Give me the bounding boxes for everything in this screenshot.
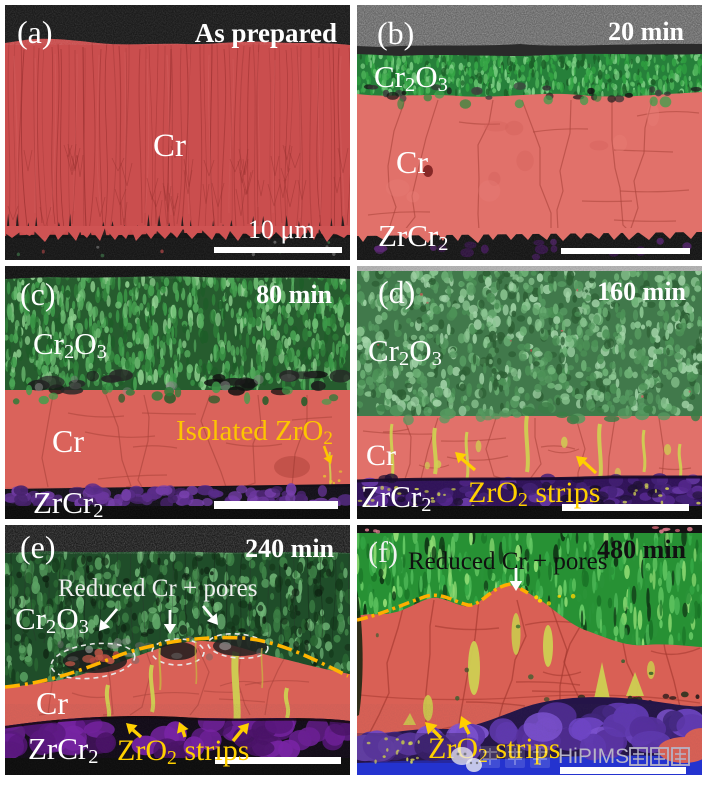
svg-text:ZrO2 strips: ZrO2 strips: [468, 476, 600, 511]
svg-text:ZrCr2: ZrCr2: [33, 485, 103, 522]
svg-text:Isolated ZrO2: Isolated ZrO2: [176, 415, 333, 449]
svg-text:Cr: Cr: [153, 128, 186, 164]
svg-text:Cr: Cr: [396, 144, 428, 180]
svg-text:480 min: 480 min: [597, 535, 686, 564]
svg-text:20 min: 20 min: [608, 17, 684, 46]
svg-text:240 min: 240 min: [245, 534, 334, 563]
svg-text:Cr: Cr: [52, 423, 84, 459]
svg-text:(f): (f): [368, 536, 398, 569]
svg-text:ZrO2 strips: ZrO2 strips: [428, 732, 560, 767]
svg-text:ZrO2 strips: ZrO2 strips: [117, 734, 249, 769]
svg-text:As prepared: As prepared: [195, 18, 337, 48]
svg-text:(d): (d): [378, 274, 415, 310]
svg-text:ZrCr2: ZrCr2: [361, 479, 431, 516]
svg-text:ZrCr2: ZrCr2: [378, 218, 448, 255]
svg-text:Cr2O3: Cr2O3: [374, 59, 448, 96]
svg-text:Cr: Cr: [36, 685, 68, 721]
svg-text:160 min: 160 min: [597, 277, 686, 306]
svg-text:80 min: 80 min: [256, 280, 332, 309]
svg-text:(e): (e): [20, 529, 56, 565]
svg-text:ZrCr2: ZrCr2: [28, 731, 98, 768]
svg-text:Reduced Cr + pores: Reduced Cr + pores: [58, 575, 257, 602]
svg-text:HiPIMS: HiPIMS: [558, 745, 629, 768]
svg-text:(c): (c): [20, 276, 56, 312]
svg-text:10 μm: 10 μm: [248, 215, 315, 244]
svg-text:Reduced Cr + pores: Reduced Cr + pores: [408, 548, 607, 575]
svg-text:Cr: Cr: [366, 439, 396, 472]
svg-text:(a): (a): [17, 14, 53, 50]
svg-text:(b): (b): [377, 15, 414, 51]
